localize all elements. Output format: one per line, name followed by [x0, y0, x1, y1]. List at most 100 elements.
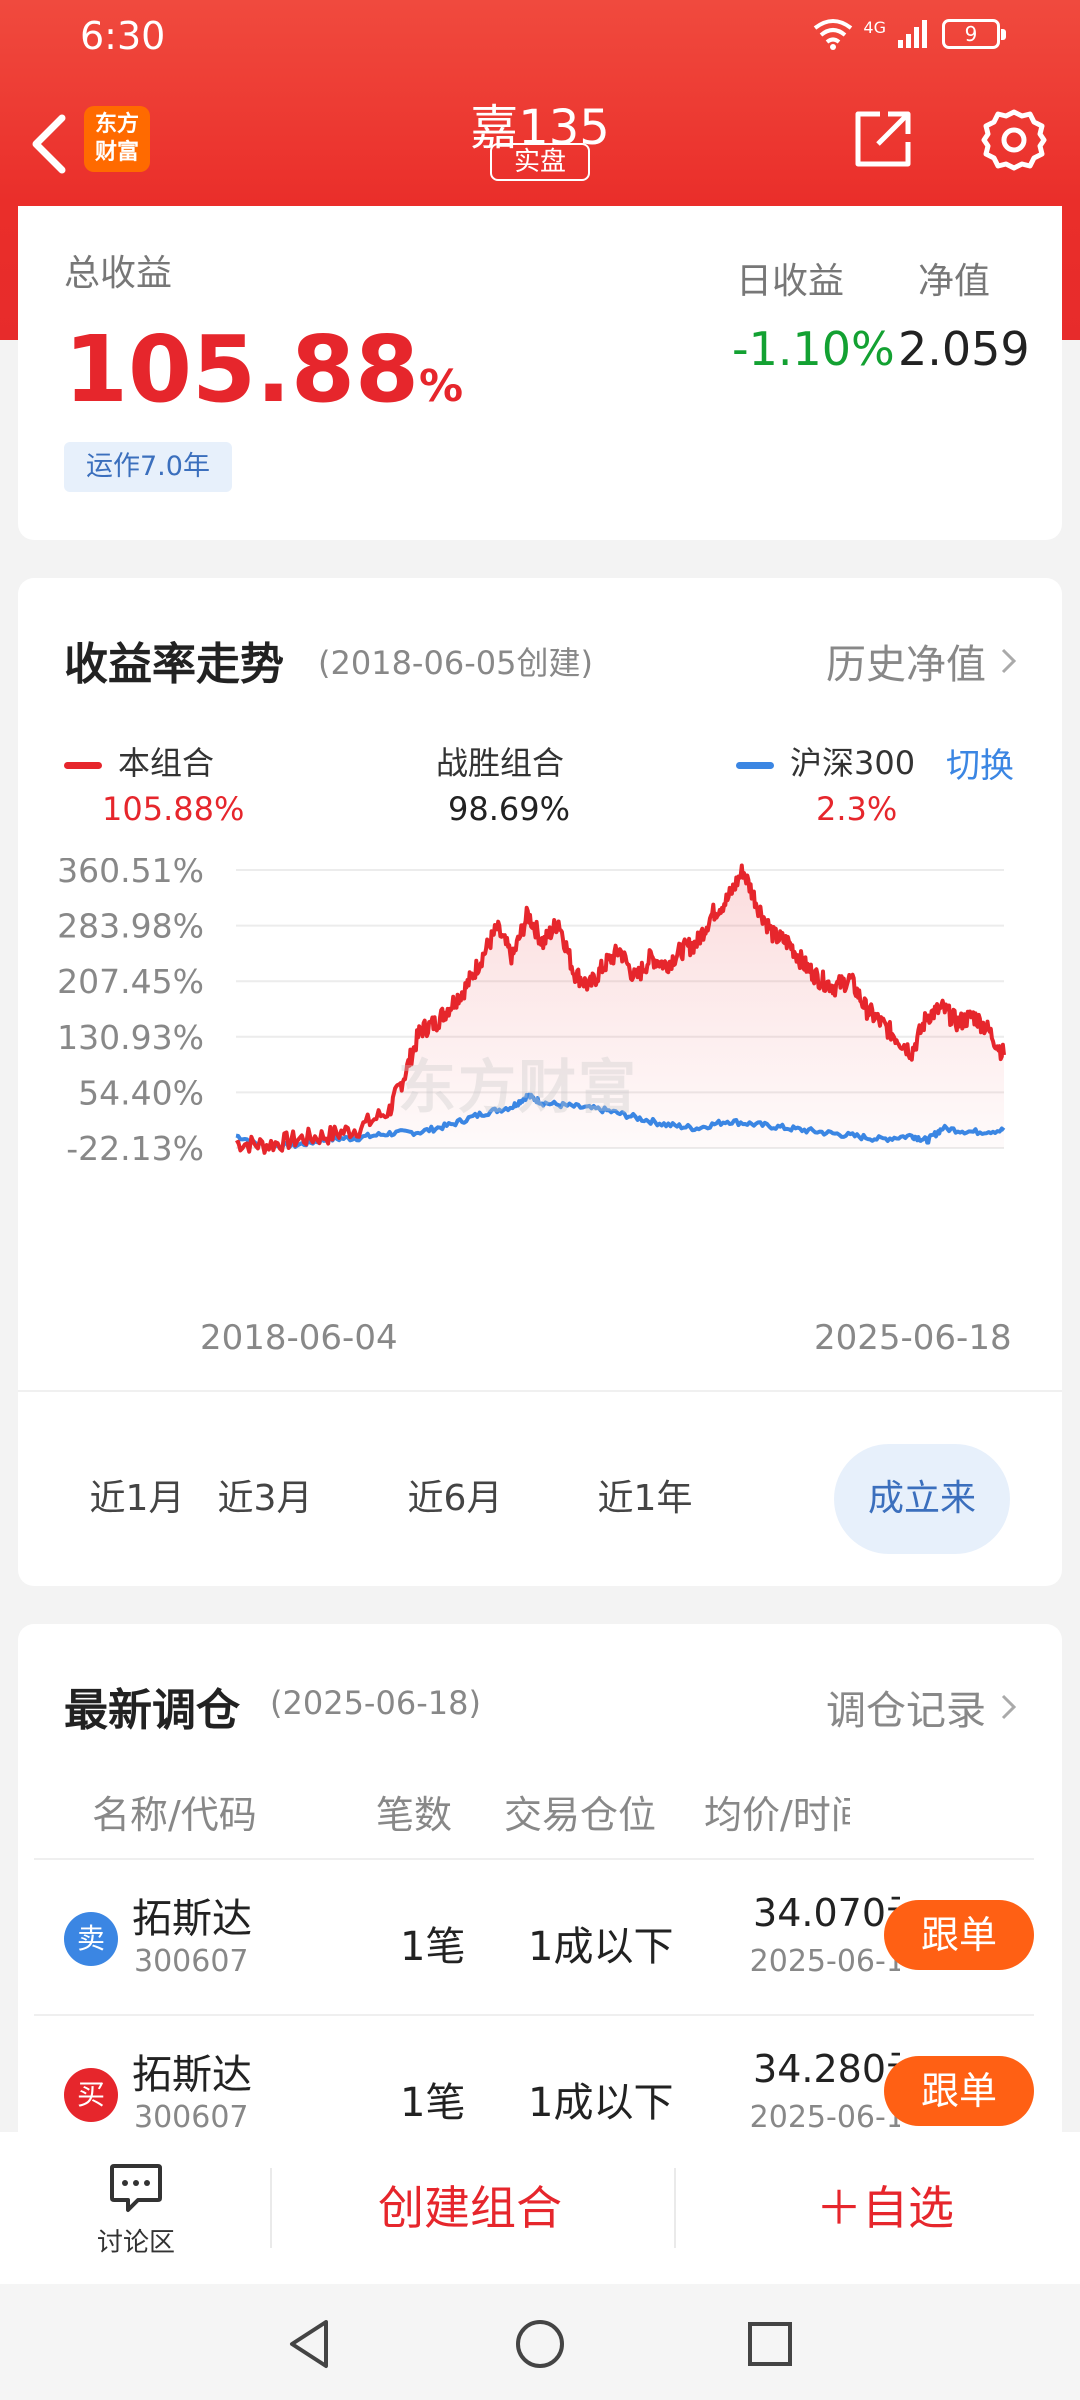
network-type: 4G	[863, 17, 886, 37]
brand-logo-line1: 东方	[94, 112, 139, 137]
system-home-icon[interactable]	[510, 2314, 570, 2374]
back-icon[interactable]	[22, 104, 82, 184]
legend-benchmark-value: 2.3%	[816, 790, 898, 828]
legend-beaten-value: 98.69%	[448, 790, 571, 828]
x-axis-start: 2018-06-04	[200, 1318, 398, 1358]
x-axis-end: 2025-06-18	[814, 1318, 1012, 1358]
period-selector: 近1月 近3月 近6月 近1年 成立来	[18, 1434, 1062, 1554]
nav-bar: 东方 财富 嘉135 实盘	[0, 72, 1080, 212]
plus-icon: ＋	[816, 2181, 862, 2235]
legend-beaten-name: 战胜组合	[436, 744, 565, 782]
period-since-inception[interactable]: 成立来	[834, 1444, 1010, 1554]
trade-count: 1笔	[400, 2080, 466, 2126]
history-nav-link[interactable]: 历史净值	[826, 632, 1018, 690]
chevron-right-icon	[1001, 1694, 1017, 1720]
switch-benchmark-link[interactable]: 切换	[946, 746, 1014, 786]
net-value-label: 净值	[918, 261, 991, 302]
period-1y[interactable]: 近1年	[597, 1478, 693, 1519]
years-badge: 运作7.0年	[64, 442, 232, 492]
wifi-icon	[814, 19, 853, 50]
follow-button[interactable]: 跟单	[884, 2056, 1034, 2126]
watermark: 东方财富	[398, 1053, 639, 1121]
y-tick-label: 283.98%	[57, 907, 204, 946]
trade-record-label: 调仓记录	[826, 1688, 986, 1734]
avg-price: 34.280元	[753, 2047, 900, 2091]
battery-icon: 9	[942, 19, 1006, 49]
header-count: 笔数	[376, 1793, 453, 1837]
portfolio-area	[236, 865, 1004, 1153]
trades-title: 最新调仓	[64, 1685, 240, 1736]
separator	[270, 2168, 272, 2248]
header-price-clip: 均价/时间	[704, 1784, 850, 1834]
add-watchlist-button[interactable]: ＋自选	[690, 2168, 1080, 2248]
y-tick-label: 130.93%	[57, 1018, 204, 1057]
period-1m[interactable]: 近1月	[89, 1478, 185, 1519]
summary-card: 总收益 105.88% 运作7.0年 日收益 净值 -1.10% 2.059	[18, 206, 1062, 540]
legend-portfolio-swatch	[64, 761, 102, 769]
period-3m[interactable]: 近3月	[217, 1478, 313, 1519]
trend-subtitle: (2018-06-05创建)	[318, 644, 593, 682]
header-position: 交易仓位	[504, 1793, 657, 1837]
price-time-inner: 34.070元 2025-06-18	[674, 1882, 900, 2002]
share-icon[interactable]	[850, 106, 916, 172]
discussion-button[interactable]: 讨论区	[76, 2162, 196, 2262]
y-tick-label: 360.51%	[57, 858, 204, 890]
system-back-icon[interactable]	[280, 2314, 340, 2374]
trend-title: 收益率走势	[64, 639, 284, 690]
header-name-code: 名称/代码	[92, 1793, 257, 1837]
header-price-time: 均价/时间	[704, 1793, 850, 1834]
history-nav-label: 历史净值	[826, 642, 986, 688]
buy-badge: 买	[64, 2068, 118, 2122]
net-value-value: 2.059	[898, 322, 1030, 376]
total-return-label: 总收益	[64, 253, 173, 294]
system-nav-bar	[0, 2284, 1080, 2400]
chevron-right-icon	[1001, 648, 1017, 674]
return-line-chart[interactable]: 360.51% 283.98% 207.45% 130.93% 54.40% -22.13…	[18, 858, 1062, 1238]
legend-benchmark: 沪深300	[736, 738, 915, 784]
trades-subtitle: (2025-06-18)	[270, 1684, 481, 1722]
create-portfolio-button[interactable]: 创建组合	[378, 2181, 562, 2235]
portfolio-series-line	[235, 863, 1006, 1155]
trade-count: 1笔	[400, 1924, 466, 1970]
trade-row[interactable]: 买 拓斯达 300607 1笔 1成以下 34.280元 2025-06-18 …	[34, 2014, 1034, 2168]
watchlist-label: 自选	[862, 2181, 954, 2235]
legend-portfolio-value: 105.88%	[102, 790, 245, 828]
discussion-label: 讨论区	[96, 2228, 175, 2258]
legend-portfolio: 本组合	[64, 738, 214, 784]
y-tick-label: -22.13%	[66, 1129, 204, 1168]
legend-portfolio-name: 本组合	[118, 744, 215, 782]
y-tick-label: 54.40%	[78, 1073, 204, 1112]
trade-row[interactable]: 卖 拓斯达 300607 1笔 1成以下 34.070元 2025-06-18 …	[34, 1858, 1034, 2012]
status-bar: 6:30 4G 9	[0, 0, 1080, 72]
y-tick-label: 207.45%	[57, 962, 204, 1001]
trade-position: 1成以下	[528, 2080, 674, 2126]
latest-trades-card: 最新调仓 (2025-06-18) 调仓记录 名称/代码 笔数 交易仓位 均价/…	[18, 1624, 1062, 2144]
legend-benchmark-name: 沪深300	[790, 744, 916, 782]
brand-logo-line2: 财富	[94, 140, 139, 165]
period-6m[interactable]: 近6月	[407, 1478, 503, 1519]
total-return-value: 105.88%	[64, 316, 463, 423]
return-trend-card: 收益率走势 (2018-06-05创建) 历史净值 本组合 105.88% 战胜…	[18, 578, 1062, 1586]
price-time-cell: 34.070元 2025-06-18	[674, 1882, 900, 2002]
gear-icon[interactable]	[980, 106, 1048, 174]
stock-code: 300607	[134, 2100, 249, 2135]
stock-name: 拓斯达	[132, 2052, 252, 2098]
legend-benchmark-swatch	[736, 761, 774, 769]
benchmark-series-line	[235, 1092, 1006, 1151]
trade-position: 1成以下	[528, 1924, 674, 1970]
total-return-unit: %	[419, 361, 464, 412]
stock-name: 拓斯达	[132, 1896, 252, 1942]
brand-logo: 东方 财富	[84, 106, 150, 172]
status-time: 6:30	[80, 14, 166, 58]
avg-price: 34.070元	[753, 1891, 900, 1935]
sell-badge: 卖	[64, 1912, 118, 1966]
legend-beaten: 战胜组合	[436, 738, 564, 784]
price-time-inner: 34.280元 2025-06-18	[674, 2038, 900, 2158]
stock-code: 300607	[134, 1944, 249, 1979]
status-icons: 4G 9	[813, 17, 1006, 50]
trade-record-link[interactable]: 调仓记录	[826, 1678, 1018, 1736]
follow-button[interactable]: 跟单	[884, 1900, 1034, 1970]
live-badge: 实盘	[490, 143, 590, 181]
trade-time: 2025-06-18	[749, 1944, 900, 1979]
system-recents-icon[interactable]	[740, 2314, 800, 2374]
